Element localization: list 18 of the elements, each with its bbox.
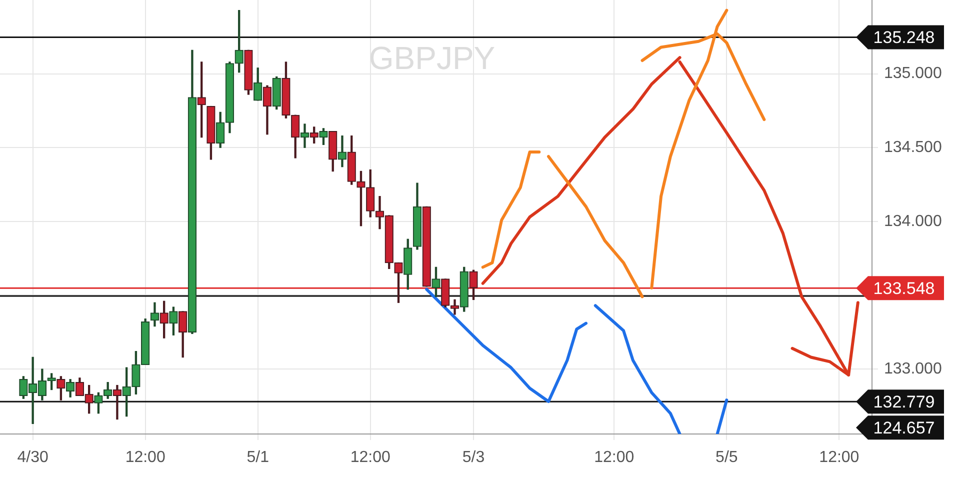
x-tick-label: 5/1 <box>246 449 270 466</box>
candlestick <box>112 384 122 420</box>
x-tick-label: 12:00 <box>125 449 166 466</box>
x-tick-label: 12:00 <box>350 449 390 466</box>
text: 124.657 <box>873 418 935 438</box>
x-tick-label: 5/3 <box>462 449 485 466</box>
y-tick-label: 134.500 <box>884 139 942 156</box>
ref-line-label: 132.779 <box>873 392 935 412</box>
y-tick-label: 135.000 <box>884 65 942 82</box>
y-tick-label: 134.000 <box>884 212 942 230</box>
y-tick-label: 133.000 <box>884 360 942 378</box>
x-tick-label: 12:00 <box>819 449 860 466</box>
ref-line-label: 135.248 <box>873 28 935 47</box>
x-tick-label: 4/30 <box>17 449 48 466</box>
candlestick <box>300 124 310 148</box>
ref-line-label: 133.548 <box>873 278 935 298</box>
x-tick-label: 5/5 <box>716 449 738 466</box>
x-tick-label: 12:00 <box>594 449 634 466</box>
